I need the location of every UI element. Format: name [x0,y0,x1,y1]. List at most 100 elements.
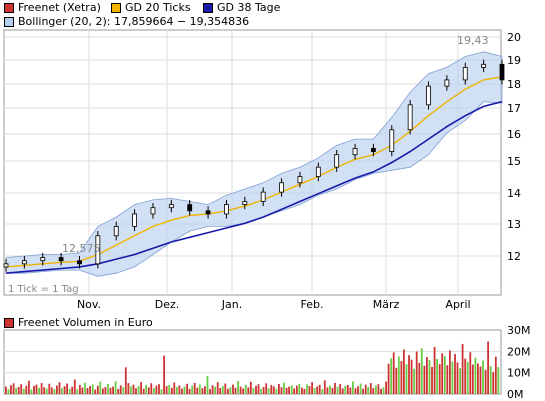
volume-bar [94,389,97,394]
volume-bar [142,388,145,394]
volume-bar [127,383,130,394]
tick-note: 1 Tick = 1 Tag [8,284,79,295]
volume-bar [229,387,232,394]
volume-bar [244,384,247,394]
volume-bar [267,388,270,394]
volume-bar [252,388,255,394]
volume-bar [464,358,467,394]
volume-bar [96,385,99,394]
price-y-tick-label: 19 [507,54,521,67]
volume-title: Freenet Volumen in Euro [18,316,153,329]
volume-bar [45,388,48,394]
price-candle [40,257,46,262]
price-candle [279,182,284,193]
volume-bar [206,375,209,394]
legend-label-bollinger: Bollinger (20, 2): 17,859664 − 19,354836 [18,15,250,28]
volume-bar [28,380,30,394]
legend-item-price: Freenet (Xetra) [4,1,101,14]
volume-bar [25,385,28,394]
volume-bar [234,387,237,394]
volume-bar [405,364,408,394]
volume-legend: Freenet Volumen in Euro [4,316,153,329]
volume-bar [73,379,76,394]
volume-bar [186,383,188,394]
volume-bar [346,385,349,394]
sma38-line [5,100,503,274]
volume-bar [311,382,313,394]
volume-bar [224,383,227,394]
volume-bar [497,367,500,394]
volume-bar [160,389,163,394]
volume-bar [56,385,58,394]
volume-bar [479,366,482,394]
volume-bar [482,360,484,394]
volume-bar [68,388,71,394]
price-candle [297,176,303,184]
volume-bar [7,389,10,394]
price-candle [499,63,505,81]
volume-bar [10,385,12,394]
volume-bar [247,387,250,394]
price-candle [260,191,266,202]
volume-bar [364,384,367,394]
volume-bar [22,388,25,394]
volume-bar [270,385,273,394]
volume-bar [168,385,171,394]
volume-y-tick-label: 10M [507,367,531,380]
volume-bar [15,388,17,394]
volume-bar [265,383,268,394]
volume-bar [377,384,380,394]
volume-bar [275,388,278,394]
volume-bar [408,355,410,394]
volume-bar [155,385,158,394]
volume-bar [446,365,449,394]
volume-bar [456,362,459,394]
price-y-tick-label: 15 [507,155,521,168]
price-candle [21,260,27,265]
volume-bar [278,384,280,394]
price-candle [371,148,376,152]
volume-bar [344,385,347,394]
volume-bar [331,387,334,394]
volume-bar [403,349,405,394]
volume-bar [107,384,109,394]
price-y-tick-label: 14 [507,187,521,200]
volume-bar [260,388,262,394]
price-candle [481,63,487,68]
volume-bar [216,382,219,394]
legend-item-gd38: GD 38 Tage [203,1,280,14]
volume-bar [5,386,7,394]
volume-bar [288,386,290,394]
price-x-tick-label: Dez. [155,298,180,311]
volume-bar [298,383,301,394]
legend-swatch-bollinger [4,16,14,27]
price-candle [150,207,156,215]
volume-bar [237,381,239,394]
volume-bar [474,357,477,394]
volume-bar [66,383,68,394]
volume-bar [390,358,393,394]
volume-bar [211,385,214,394]
volume-bar [12,383,15,394]
volume-bar [204,386,206,394]
price-candle [334,154,340,168]
volume-bar [188,388,191,394]
price-candle [389,129,395,152]
price-y-tick-label: 16 [507,128,521,141]
price-candle [3,263,9,268]
volume-bar [400,361,403,394]
volume-bar [375,385,377,394]
sma20-line [5,76,503,268]
price-candle [444,79,450,87]
volume-bar [420,348,423,394]
volume-bar [272,386,275,394]
price-y-tick-label: 13 [507,218,521,231]
price-candle [407,104,413,131]
volume-bar [214,386,216,394]
volume-bar [461,343,464,394]
volume-bar [410,359,413,394]
volume-bar [112,386,114,394]
volume-bar [395,367,398,394]
price-candle [352,148,358,156]
volume-bar [255,385,257,394]
